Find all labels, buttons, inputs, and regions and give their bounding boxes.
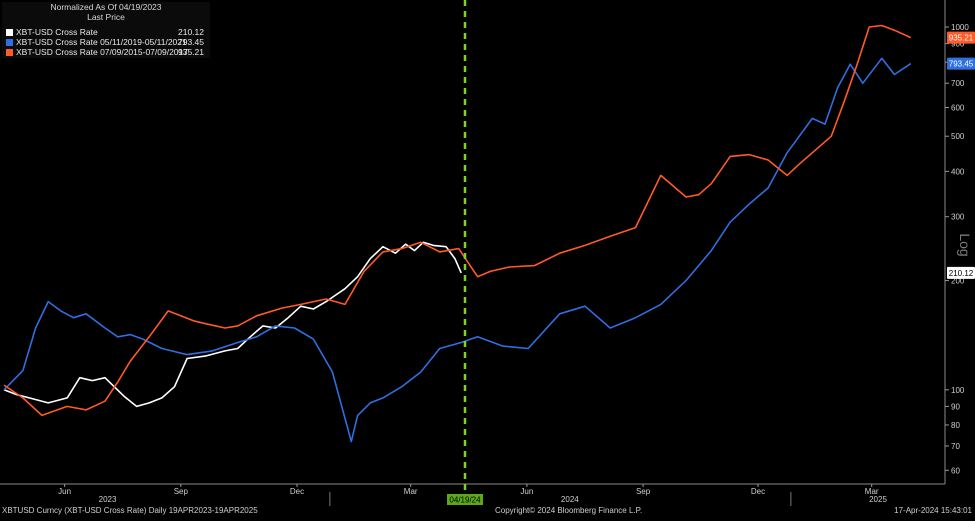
legend-swatch-white [6,29,13,36]
current-date-marker: 04/19/24 [447,0,483,505]
legend-header-normalized: Normalized As Of 04/19/2023 [50,2,162,12]
legend-series-name: XBT-USD Cross Rate 05/11/2019-05/11/2021 [16,37,187,47]
series-line-0 [3,241,462,408]
y-tick-label: 70 [951,442,960,451]
y-tick-label: 200 [951,277,965,286]
x-year-label: 2025 [869,495,887,504]
legend-series-name: XBT-USD Cross Rate 07/09/2015-07/09/2017 [16,47,188,57]
last-value-tag [947,266,975,279]
last-value-label: 210.12 [949,269,974,278]
x-tick-label: Mar [404,487,418,496]
legend-series-value: 210.12 [178,27,204,37]
y-tick-label: 60 [951,466,960,475]
legend-header-last-price: Last Price [87,12,125,22]
x-tick-label: Dec [751,487,765,496]
footer-ticker: XBTUSD Curncy (XBT-USD Cross Rate) Daily… [2,506,258,515]
legend-swatch-orange [6,49,13,56]
y-tick-label: 500 [951,132,965,141]
series-line-1 [3,57,912,443]
y-tick-label: 100 [951,386,965,395]
x-year-label: 2024 [561,495,579,504]
legend-row-current[interactable]: XBT-USD Cross Rate 210.12 [6,27,206,37]
y-tick-label: 700 [951,79,965,88]
series-lines [3,24,912,443]
y-tick-label: 1000 [951,23,969,32]
legend: Normalized As Of 04/19/2023 Last Price X… [2,2,210,58]
footer-copyright: Copyright© 2024 Bloomberg Finance L.P. [495,506,643,515]
x-axis: Jun Sep Dec Mar Jun Sep Dec Mar 2023 2024 2025 [0,483,945,506]
y-axis: 607080901002003004005006007008009001000L… [944,0,973,484]
y-tick-label: 90 [951,402,960,411]
x-year-label: 2023 [99,495,117,504]
x-tick-label: Jun [520,487,533,496]
y-tick-label: 300 [951,213,965,222]
last-value-label: 793.45 [949,60,974,69]
y-tick-label: 400 [951,167,965,176]
last-value-tag [947,57,975,70]
x-tick-label: Jun [58,487,71,496]
y-tick-label: 80 [951,421,960,430]
current-date-badge [447,494,483,505]
last-value-tags: 210.12 793.45 935.21 [947,31,975,279]
y-tick-label: 900 [951,40,965,49]
legend-series-name: XBT-USD Cross Rate [16,27,98,37]
legend-series-value: 935.21 [178,47,204,57]
last-value-tag [947,31,975,44]
legend-swatch-blue [6,39,13,46]
current-date-label: 04/19/24 [449,496,481,505]
footer-bar: XBTUSD Curncy (XBT-USD Cross Rate) Daily… [0,506,975,516]
x-tick-label: Sep [636,487,651,496]
footer-timestamp: 17-Apr-2024 15:43:01 [894,506,972,515]
legend-row-2019-2021[interactable]: XBT-USD Cross Rate 05/11/2019-05/11/2021… [6,37,206,47]
series-line-2 [3,24,912,417]
last-value-label: 935.21 [949,34,974,43]
y-axis-log-label: Log [957,233,973,256]
legend-row-2015-2017[interactable]: XBT-USD Cross Rate 07/09/2015-07/09/2017… [6,47,206,57]
x-tick-label: Mar [865,487,879,496]
x-tick-label: Sep [174,487,189,496]
legend-series-value: 793.45 [178,37,204,47]
x-tick-label: Dec [290,487,304,496]
y-tick-label: 600 [951,104,965,113]
